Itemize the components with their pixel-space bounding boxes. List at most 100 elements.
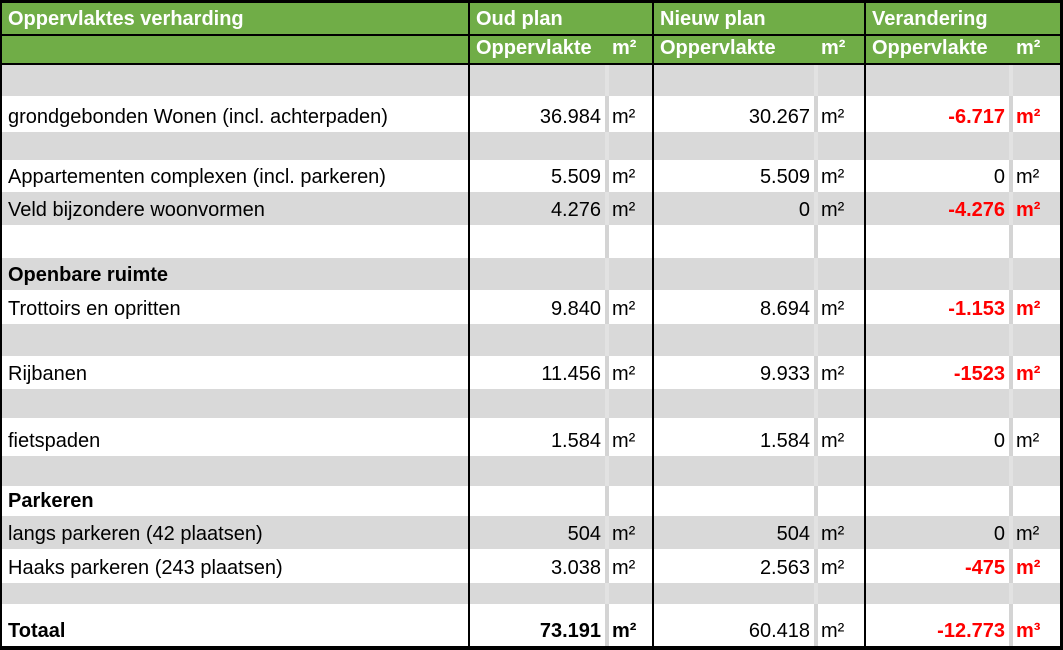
column-divider (652, 516, 654, 549)
column-divider (468, 356, 470, 389)
table-row: Appartementen complexen (incl. parkeren)… (2, 160, 1060, 192)
nieuw-unit (818, 65, 864, 96)
verandering-unit: m² (1013, 290, 1060, 324)
oud-value (470, 389, 605, 418)
row-label (2, 456, 468, 486)
oud-unit (609, 486, 652, 516)
nieuw-unit-header: m² (821, 36, 846, 59)
nieuw-value: 60.418 (654, 617, 814, 646)
cell-gridline (1009, 516, 1013, 549)
cell-gridline (1009, 225, 1013, 258)
cell-gridline (1009, 324, 1013, 356)
cell-gridline (814, 456, 818, 486)
oud-unit (609, 583, 652, 604)
oud-value: 5.509 (470, 160, 605, 192)
cell-gridline (814, 132, 818, 160)
cell-gridline (1009, 418, 1013, 456)
nieuw-value (654, 324, 814, 356)
column-divider (652, 549, 654, 583)
nieuw-unit (818, 604, 864, 617)
verandering-unit (1013, 486, 1060, 516)
column-divider (652, 456, 654, 486)
oud-value (470, 258, 605, 290)
table-title: Oppervlaktes verharding (8, 7, 244, 30)
oud-unit (609, 132, 652, 160)
nieuw-value (654, 456, 814, 486)
column-divider (468, 456, 470, 486)
verandering-value (866, 486, 1009, 516)
column-divider (652, 324, 654, 356)
cell-gridline (605, 36, 609, 63)
verandering-value (866, 583, 1009, 604)
oud-unit (609, 324, 652, 356)
verandering-value (866, 65, 1009, 96)
oud-value (470, 456, 605, 486)
column-divider (468, 389, 470, 418)
oud-unit (609, 225, 652, 258)
column-divider (652, 192, 654, 225)
cell-gridline (814, 160, 818, 192)
column-divider (468, 418, 470, 456)
column-divider (864, 604, 866, 617)
column-divider (652, 356, 654, 389)
verandering-unit-header: m² (1016, 36, 1041, 59)
column-divider (652, 617, 654, 646)
column-divider (864, 356, 866, 389)
oud-value: 73.191 (470, 617, 605, 646)
spacer-row (2, 389, 1060, 418)
cell-gridline (605, 617, 609, 646)
row-label: Totaal (2, 617, 468, 646)
nieuw-unit: m² (818, 617, 864, 646)
column-divider (864, 389, 866, 418)
row-label (2, 225, 468, 258)
oud-unit (609, 456, 652, 486)
column-divider (468, 324, 470, 356)
cell-gridline (814, 486, 818, 516)
nieuw-value: 1.584 (654, 418, 814, 456)
row-label: Trottoirs en opritten (2, 290, 468, 324)
cell-gridline (1009, 160, 1013, 192)
cell-gridline (814, 418, 818, 456)
column-divider (468, 192, 470, 225)
row-label: fietspaden (2, 418, 468, 456)
row-label: Parkeren (2, 486, 468, 516)
oud-unit: m² (609, 96, 652, 132)
oud-value: 9.840 (470, 290, 605, 324)
verandering-value (866, 456, 1009, 486)
nieuw-unit: m² (818, 516, 864, 549)
nieuw-unit (818, 583, 864, 604)
cell-gridline (814, 225, 818, 258)
oud-value (470, 486, 605, 516)
cell-gridline (814, 604, 818, 617)
verandering-unit (1013, 324, 1060, 356)
horizontal-border (2, 63, 1060, 65)
spacer-row (2, 225, 1060, 258)
verandering-value: -6.717 (866, 96, 1009, 132)
subheader-empty (2, 36, 468, 63)
cell-gridline (1009, 36, 1013, 63)
cell-gridline (1009, 486, 1013, 516)
cell-gridline (605, 389, 609, 418)
oud-unit: m² (609, 160, 652, 192)
oud-unit: m² (609, 290, 652, 324)
oud-unit: m² (609, 192, 652, 225)
cell-gridline (814, 583, 818, 604)
cell-gridline (1009, 258, 1013, 290)
header-row-subcolumns: Oppervlakte m² Oppervlakte m² Oppervlakt… (2, 36, 1060, 63)
column-divider (864, 132, 866, 160)
oud-value: 36.984 (470, 96, 605, 132)
verandering-unit: m² (1013, 96, 1060, 132)
oud-value (470, 583, 605, 604)
column-divider (468, 258, 470, 290)
oud-unit: m² (609, 418, 652, 456)
column-divider (864, 418, 866, 456)
cell-gridline (814, 324, 818, 356)
nieuw-unit (818, 324, 864, 356)
verandering-value: 0 (866, 160, 1009, 192)
table-row: fietspaden 1.584 m² 1.584 m² 0 m² (2, 418, 1060, 456)
column-divider (652, 160, 654, 192)
cell-gridline (605, 356, 609, 389)
cell-gridline (605, 549, 609, 583)
column-divider (864, 36, 866, 63)
verandering-value: -4.276 (866, 192, 1009, 225)
